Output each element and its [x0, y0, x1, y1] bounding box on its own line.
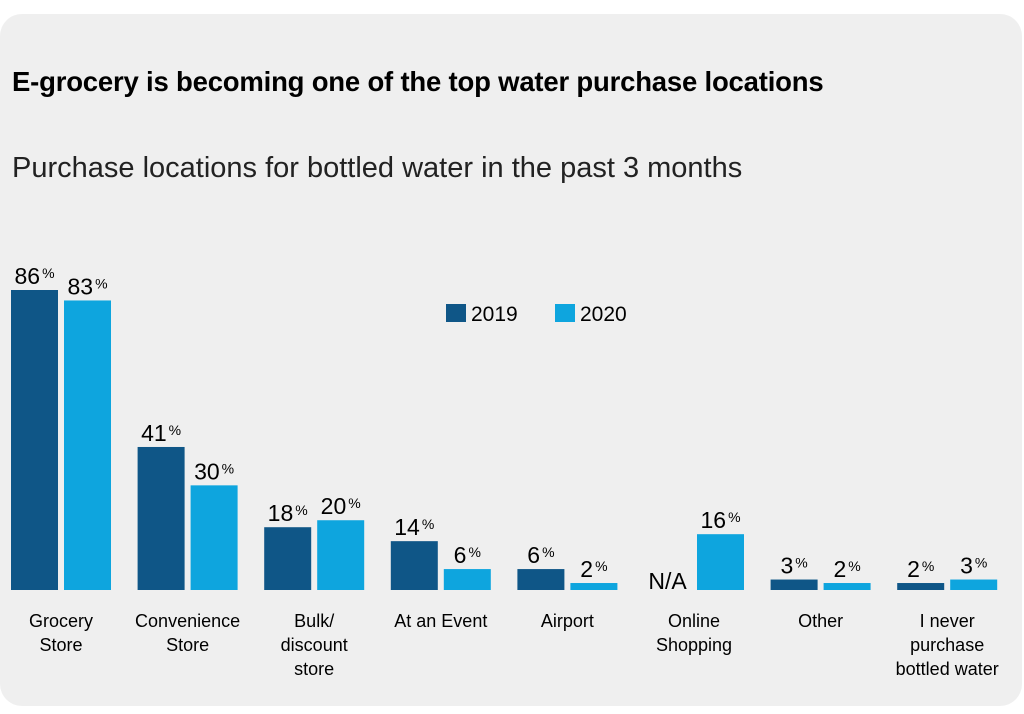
bar-2019-2: [264, 527, 312, 590]
legend-swatch-2019: [446, 304, 466, 322]
chart-title: E-grocery is becoming one of the top wat…: [12, 66, 824, 97]
category-label-1: Convenience Store: [135, 611, 240, 655]
bar-2019-1: [137, 446, 185, 590]
category-label-5: Online Shopping: [656, 611, 732, 655]
category-label-2: Bulk/discount store: [281, 611, 348, 679]
value-label-2019-2: 18%: [268, 500, 308, 526]
value-label-2020-2: 20%: [321, 493, 361, 519]
chart-subtitle: Purchase locations for bottled water in …: [12, 152, 743, 184]
chart-card: [0, 14, 1022, 706]
bar-2019-3: [390, 541, 438, 590]
value-label-2020-1: 30%: [194, 458, 234, 484]
legend-label-2019: 2019: [471, 303, 518, 326]
value-label-2019-6: 3%: [780, 553, 807, 579]
legend-swatch-2020: [555, 304, 575, 322]
missing-label-2019-5: N/A: [648, 568, 687, 594]
value-label-2019-4: 6%: [527, 542, 554, 568]
bar-2020-6: [823, 583, 871, 590]
value-label-2020-4: 2%: [580, 556, 607, 582]
value-label-2019-0: 86%: [14, 263, 54, 289]
value-label-2020-0: 83%: [67, 273, 107, 299]
bar-2019-0: [11, 290, 58, 590]
category-label-6: Other: [798, 611, 843, 631]
category-label-0: Grocery Store: [29, 611, 93, 655]
bar-2019-4: [517, 569, 565, 590]
value-label-2020-3: 6%: [454, 542, 481, 568]
bar-2020-7: [950, 579, 998, 590]
value-label-2020-5: 16%: [700, 507, 740, 533]
bar-2019-7: [897, 583, 945, 590]
category-label-7: I never purchase bottled water: [896, 611, 999, 679]
legend-label-2020: 2020: [580, 303, 627, 326]
value-label-2019-1: 41%: [141, 420, 181, 446]
bar-2020-4: [570, 583, 618, 590]
bar-2020-2: [317, 520, 365, 590]
bar-2020-3: [443, 569, 491, 590]
category-label-3: At an Event: [394, 611, 487, 631]
value-label-2020-6: 2%: [833, 556, 860, 582]
value-label-2019-3: 14%: [394, 514, 434, 540]
value-label-2019-7: 2%: [907, 556, 934, 582]
bar-2020-5: [697, 534, 744, 590]
category-label-4: Airport: [541, 611, 594, 631]
value-label-2020-7: 3%: [960, 553, 987, 579]
bar-2020-1: [190, 485, 238, 590]
bar-2019-6: [770, 579, 818, 590]
bar-2020-0: [64, 300, 111, 590]
